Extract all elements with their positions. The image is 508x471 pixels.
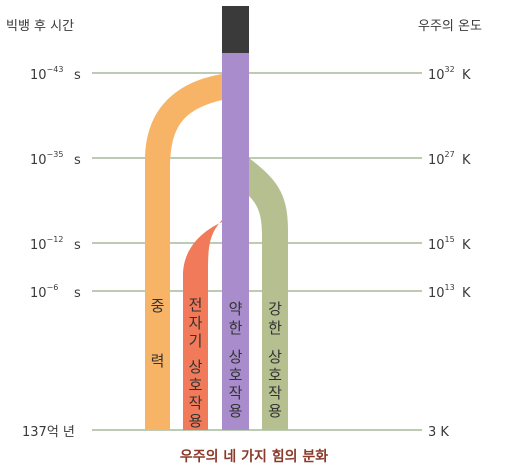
weak-label-char: 용 (229, 402, 243, 420)
temperature-header: 우주의 온도 (418, 19, 482, 34)
time-header: 빅뱅 후 시간 (6, 19, 74, 34)
weak-label-char: 한 (229, 319, 243, 337)
strong-label-char: 한 (268, 319, 282, 337)
weak-band (222, 52, 249, 430)
diagram-caption: 우주의 네 가지 힘의 분화 (180, 448, 328, 465)
electromagnetic-band (183, 220, 222, 430)
strong-label-char: 작 (268, 384, 282, 402)
electromagnetic-label-char: 상 (189, 358, 203, 376)
time-unit-1: s (74, 68, 81, 83)
time-label-3: 10−12 (30, 235, 63, 253)
gravity-label-char: 중 (151, 297, 165, 315)
strong-band (249, 158, 288, 430)
time-unit-3: s (74, 238, 81, 253)
temp-unit-1: K (462, 68, 471, 83)
unified-force-block (222, 6, 249, 53)
time-label-4: 10−6 (30, 283, 58, 301)
time-label-5: 137억 년 (22, 425, 75, 440)
temp-label-2: 1027 (428, 150, 455, 168)
time-labels: 10−43 s 10−35 s 10−12 s 10−6 s 137억 년 (22, 65, 81, 440)
temp-label-4: 1013 (428, 283, 455, 301)
weak-label-char: 작 (229, 384, 243, 402)
electromagnetic-label-char: 호 (189, 376, 203, 394)
time-label-2: 10−35 (30, 150, 63, 168)
weak-label-char: 호 (229, 366, 243, 384)
temp-label-1: 1032 (428, 65, 455, 83)
weak-label-char: 약 (229, 300, 243, 318)
time-label-1: 10−43 (30, 65, 63, 83)
electromagnetic-label-char: 자 (189, 314, 203, 332)
temp-unit-2: K (462, 153, 471, 168)
electromagnetic-label-char: 작 (189, 394, 203, 412)
weak-label-char: 상 (229, 348, 243, 366)
time-unit-4: s (74, 286, 81, 301)
temperature-labels: 1032 K 1027 K 1015 K 1013 K 3 K (428, 65, 471, 440)
temp-label-3: 1015 (428, 235, 455, 253)
strong-label-char: 상 (268, 348, 282, 366)
temp-label-5: 3 K (428, 425, 449, 440)
strong-label-char: 용 (268, 402, 282, 420)
electromagnetic-label-char: 기 (189, 332, 203, 350)
gravity-band (145, 74, 222, 430)
electromagnetic-label-char: 전 (189, 296, 203, 314)
time-unit-2: s (74, 153, 81, 168)
electromagnetic-label-char: 용 (189, 412, 203, 430)
gridlines (92, 72, 422, 431)
temp-unit-3: K (462, 238, 471, 253)
gravity-label-char: 력 (151, 352, 165, 370)
strong-label-char: 호 (268, 366, 282, 384)
strong-label-char: 강 (268, 300, 282, 318)
temp-unit-4: K (462, 286, 471, 301)
